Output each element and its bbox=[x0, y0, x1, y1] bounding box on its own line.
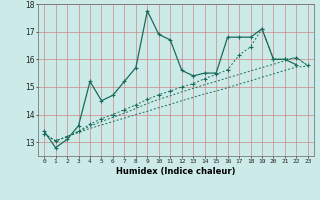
X-axis label: Humidex (Indice chaleur): Humidex (Indice chaleur) bbox=[116, 167, 236, 176]
